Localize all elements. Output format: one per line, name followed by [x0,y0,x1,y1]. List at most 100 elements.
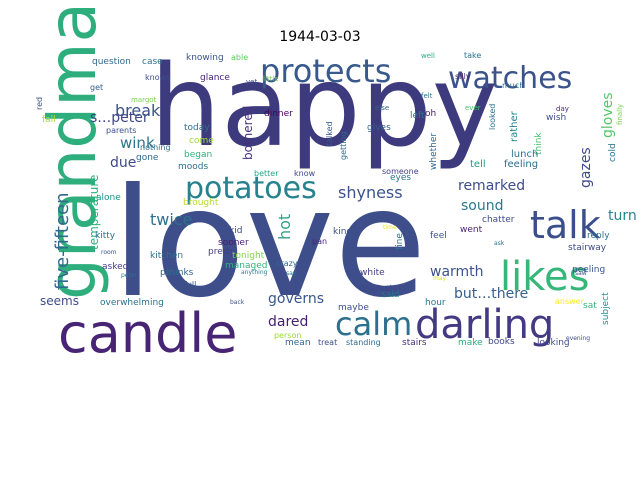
cloud-word: asked [102,262,128,272]
cloud-word: gazes [578,147,594,188]
cloud-word: potatoes [185,171,317,206]
cloud-word: talked [325,121,334,146]
cloud-word: evening [566,335,590,342]
cloud-word: left [410,111,425,121]
cloud-word: happy [150,42,498,172]
cloud-word: white [360,268,385,278]
cloud-word: protects [260,52,391,90]
cloud-word: stairway [568,243,607,253]
cloud-word: seems [40,294,79,308]
cloud-word: peeling [572,265,605,275]
cloud-word: well [421,52,435,60]
cloud-word: maybe [338,303,369,313]
cloud-word: but…there [454,286,528,302]
cloud-word: ask [494,240,505,247]
cloud-word: oh [425,109,436,119]
cloud-word: overwhelming [100,298,164,308]
cloud-word: treat [318,338,337,347]
cloud-word: hot [275,214,294,240]
cloud-word: remarked [458,178,525,194]
cloud-word: due [110,155,136,171]
cloud-word: alone [96,193,121,203]
cloud-word: candle [58,302,238,365]
cloud-word: full [184,280,196,289]
cloud-word: day [556,105,569,113]
cloud-word: kind [333,227,352,237]
cloud-word: darling [415,302,554,348]
cloud-word: case [142,57,163,67]
cloud-word: glance [200,73,230,83]
cloud-word: getting [339,131,348,160]
cloud-word: rather [509,110,520,142]
cloud-word: silly [455,72,471,81]
cloud-word: able [231,53,248,62]
cloud-word: sooner [218,238,249,248]
cloud-word: five-fifteen [52,192,73,290]
cloud-word: said [381,290,399,300]
cloud-word: eyes [390,173,411,183]
cloud-word: back [230,299,245,306]
cloud-word: books [488,337,515,347]
cloud-word: shyness [338,183,403,202]
cloud-word: gloves [600,92,616,138]
cloud-word: fall [42,115,56,125]
cloud-word: better [254,169,279,178]
cloud-word: sound [461,198,504,214]
cloud-word: think [534,132,544,155]
cloud-word: thinks [166,268,194,278]
cloud-word: dared [268,314,308,330]
cloud-word: stairs [402,338,427,348]
cloud-word: bothered [241,106,255,160]
cloud-word: question [92,57,131,67]
cloud-word: governs [268,291,324,307]
cloud-word: feel [430,231,447,241]
cloud-word: wish [546,113,566,123]
cloud-word: likes [500,254,589,300]
cloud-word: calm [335,305,412,343]
cloud-word: love [112,157,427,331]
cloud-word: else [375,104,389,112]
cloud-word: answer [555,297,585,306]
cloud-word: watches [448,61,572,96]
cloud-word: dinner [264,109,293,119]
cloud-word: margot [131,96,157,104]
cloud-word: moods [178,162,208,172]
cloud-word: dearest [359,284,393,294]
cloud-word: felt [421,92,433,100]
cloud-word: red [35,97,44,110]
cloud-word: went [460,225,483,235]
cloud-word: know [294,169,316,178]
cloud-word: warmth [430,264,484,280]
cloud-word: much [502,81,524,90]
cloud-word: began [184,150,212,160]
cloud-word: subject [601,292,611,325]
cloud-word: someone [382,167,419,176]
cloud-word: kitchen [150,251,183,261]
cloud-word: crazy [276,259,298,268]
cloud-word: cold [608,143,618,162]
cloud-word: make [458,338,483,348]
cloud-word: reply [587,231,610,241]
chart-title: 1944-03-03 [279,29,361,45]
cloud-word: mean [285,338,311,348]
cloud-word: tell [470,159,486,170]
cloud-word: fine [395,233,405,250]
cloud-word: grandma [34,2,111,300]
cloud-word: gone [136,153,159,163]
cloud-word: take [464,51,481,60]
cloud-word: wink [120,134,155,152]
cloud-word: today [184,123,210,133]
cloud-word: come [189,136,214,146]
cloud-word: standing [346,338,381,347]
cloud-word: managed [225,261,267,271]
cloud-word: s…peter [90,110,149,126]
cloud-word: room [101,249,117,256]
cloud-word: may [433,275,447,282]
cloud-word: brought [183,198,219,208]
cloud-word: past [160,268,180,278]
cloud-word: pan [312,237,327,246]
cloud-word: chatter [482,215,515,225]
cloud-word: nothing [140,143,171,152]
cloud-word: get [90,83,103,92]
cloud-word: gives [367,123,391,133]
